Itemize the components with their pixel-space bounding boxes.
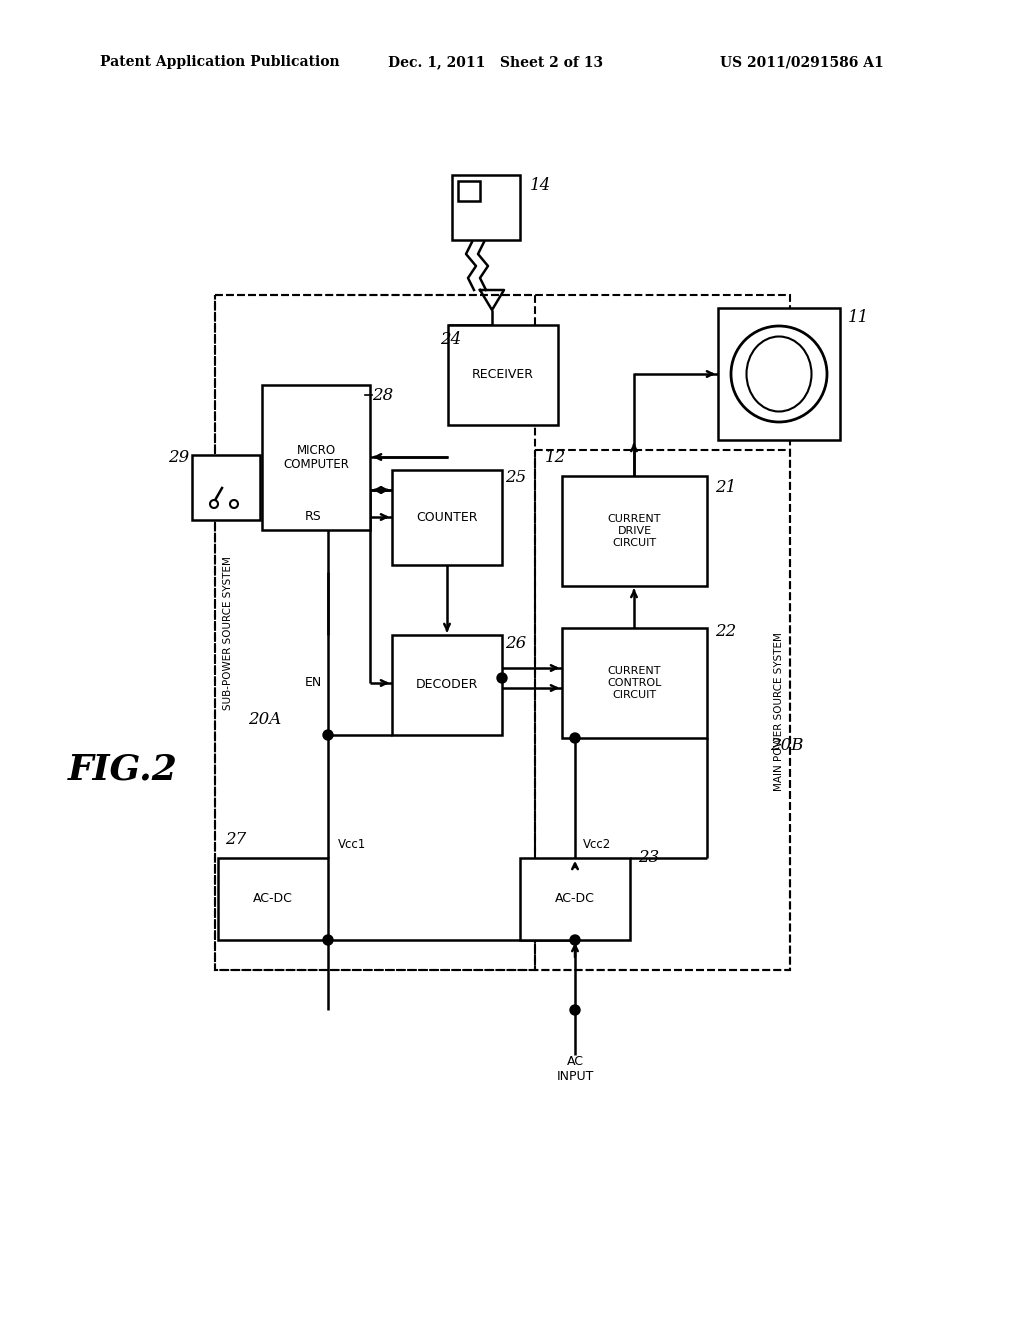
Text: Patent Application Publication: Patent Application Publication [100, 55, 340, 69]
Text: AC
INPUT: AC INPUT [556, 1055, 594, 1082]
Text: RECEIVER: RECEIVER [472, 368, 534, 381]
Circle shape [497, 673, 507, 682]
Text: SUB-POWER SOURCE SYSTEM: SUB-POWER SOURCE SYSTEM [223, 556, 233, 710]
Bar [392, 470, 502, 565]
Text: RS: RS [305, 511, 322, 524]
Text: 12: 12 [545, 450, 566, 466]
Text: Vcc1: Vcc1 [338, 838, 367, 851]
Bar [218, 858, 328, 940]
Circle shape [731, 326, 827, 422]
Ellipse shape [746, 337, 811, 412]
Circle shape [570, 1005, 580, 1015]
Text: 22: 22 [715, 623, 736, 640]
Text: 14: 14 [530, 177, 551, 194]
Text: MICRO
COMPUTER: MICRO COMPUTER [283, 444, 349, 471]
Text: CURRENT
CONTROL
CIRCUIT: CURRENT CONTROL CIRCUIT [607, 667, 662, 700]
Text: 11: 11 [848, 309, 869, 326]
Text: Vcc2: Vcc2 [583, 838, 611, 851]
Text: 25: 25 [505, 470, 526, 487]
Text: EN: EN [305, 676, 323, 689]
Text: AC-DC: AC-DC [555, 892, 595, 906]
Circle shape [570, 935, 580, 945]
Text: 27: 27 [225, 832, 246, 849]
Bar [392, 635, 502, 735]
Text: CURRENT
DRIVE
CIRCUIT: CURRENT DRIVE CIRCUIT [608, 515, 662, 548]
Text: FIG.2: FIG.2 [68, 752, 178, 787]
Bar [215, 294, 790, 970]
Text: 29: 29 [168, 450, 189, 466]
Circle shape [323, 935, 333, 945]
Bar [458, 181, 480, 201]
Text: 28: 28 [372, 387, 393, 404]
Text: DECODER: DECODER [416, 678, 478, 692]
Bar [535, 450, 790, 970]
Text: US 2011/0291586 A1: US 2011/0291586 A1 [720, 55, 884, 69]
Text: 23: 23 [638, 850, 659, 866]
Bar [262, 385, 370, 531]
Text: 20A: 20A [248, 711, 282, 729]
Text: MAIN POWER SOURCE SYSTEM: MAIN POWER SOURCE SYSTEM [774, 632, 784, 792]
Text: Dec. 1, 2011   Sheet 2 of 13: Dec. 1, 2011 Sheet 2 of 13 [388, 55, 603, 69]
Bar [520, 858, 630, 940]
Bar [562, 628, 707, 738]
Bar [562, 477, 707, 586]
Bar [718, 308, 840, 440]
Bar [452, 176, 520, 240]
Circle shape [230, 500, 238, 508]
Bar [215, 294, 535, 970]
Text: 21: 21 [715, 479, 736, 496]
Text: 26: 26 [505, 635, 526, 652]
Bar [449, 325, 558, 425]
Text: 20B: 20B [770, 737, 804, 754]
Circle shape [570, 733, 580, 743]
Text: AC-DC: AC-DC [253, 892, 293, 906]
Bar [193, 455, 260, 520]
Text: COUNTER: COUNTER [416, 511, 478, 524]
Text: 24: 24 [440, 331, 461, 348]
Circle shape [323, 730, 333, 741]
Circle shape [210, 500, 218, 508]
